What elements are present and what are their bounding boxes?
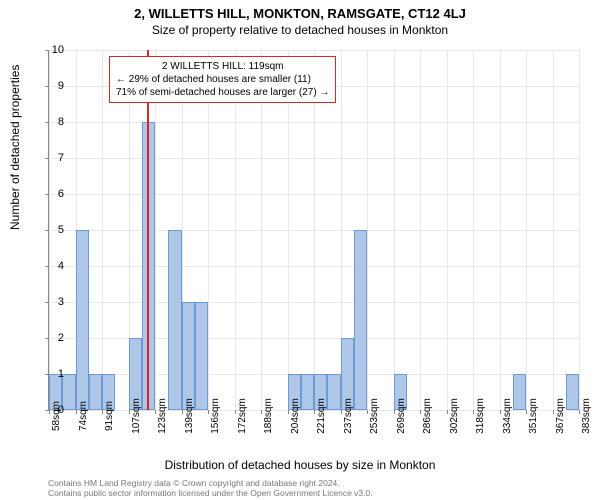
x-tick-label: 74sqm [78,401,89,431]
x-tick-label: 318sqm [475,398,486,434]
bar [168,230,181,410]
x-tick-label: 58sqm [51,401,62,431]
x-tick [473,410,474,414]
gridline-v [288,50,289,410]
gridline-v [447,50,448,410]
x-tick-label: 91sqm [104,401,115,431]
x-tick-label: 204sqm [290,398,301,434]
x-tick-label: 156sqm [210,398,221,434]
y-tick-label: 8 [44,116,64,128]
x-tick [579,410,580,414]
x-tick [553,410,554,414]
x-tick [208,410,209,414]
chart-title-sub: Size of property relative to detached ho… [0,21,600,37]
y-tick-label: 7 [44,152,64,164]
x-tick-label: 253sqm [369,398,380,434]
gridline-v [420,50,421,410]
bar [354,230,367,410]
x-tick [235,410,236,414]
gridline-v [579,50,580,410]
gridline-v [473,50,474,410]
x-tick [341,410,342,414]
y-tick-label: 2 [44,332,64,344]
x-tick [314,410,315,414]
x-tick-label: 334sqm [502,398,513,434]
gridline-v [235,50,236,410]
bar [566,374,579,410]
x-tick-label: 269sqm [396,398,407,434]
x-tick [155,410,156,414]
x-tick-label: 367sqm [555,398,566,434]
x-tick [447,410,448,414]
x-tick-label: 123sqm [157,398,168,434]
x-tick [102,410,103,414]
gridline-v [394,50,395,410]
x-tick [420,410,421,414]
footer-line2: Contains public sector information licen… [48,488,373,498]
plot-area: 2 WILLETTS HILL: 119sqm ← 29% of detache… [48,50,579,411]
x-tick [182,410,183,414]
bar [513,374,526,410]
y-tick-label: 10 [44,44,64,56]
y-tick-label: 6 [44,188,64,200]
x-tick-label: 286sqm [422,398,433,434]
bar [76,230,89,410]
x-tick-label: 237sqm [343,398,354,434]
x-tick-label: 383sqm [581,398,592,434]
gridline-v [102,50,103,410]
bar [327,374,340,410]
y-tick-label: 3 [44,296,64,308]
gridline-v [261,50,262,410]
y-axis-label: Number of detached properties [8,65,22,230]
x-tick-label: 139sqm [184,398,195,434]
bar [62,374,75,410]
chart-title-main: 2, WILLETTS HILL, MONKTON, RAMSGATE, CT1… [0,0,600,21]
x-axis-label: Distribution of detached houses by size … [0,458,600,472]
annotation-box: 2 WILLETTS HILL: 119sqm ← 29% of detache… [109,56,336,103]
y-tick-label: 1 [44,368,64,380]
x-tick [261,410,262,414]
bar [182,302,195,410]
bar [89,374,102,410]
bar [301,374,314,410]
x-tick-label: 188sqm [263,398,274,434]
annotation-line2: ← 29% of detached houses are smaller (11… [116,73,329,86]
x-tick [394,410,395,414]
footer: Contains HM Land Registry data © Crown c… [48,478,373,498]
gridline-v [500,50,501,410]
chart-container: 2, WILLETTS HILL, MONKTON, RAMSGATE, CT1… [0,0,600,500]
x-tick [76,410,77,414]
gridline-v [208,50,209,410]
x-tick [367,410,368,414]
gridline-v [155,50,156,410]
y-tick-label: 9 [44,80,64,92]
x-tick-label: 351sqm [528,398,539,434]
x-tick [526,410,527,414]
marker-line [147,50,149,410]
x-tick [500,410,501,414]
y-tick-label: 5 [44,224,64,236]
annotation-line1: 2 WILLETTS HILL: 119sqm [116,60,329,73]
annotation-line3: 71% of semi-detached houses are larger (… [116,86,329,99]
footer-line1: Contains HM Land Registry data © Crown c… [48,478,373,488]
y-tick-label: 4 [44,260,64,272]
gridline-v [314,50,315,410]
gridline-v [553,50,554,410]
x-tick-label: 302sqm [449,398,460,434]
gridline-v [526,50,527,410]
x-tick-label: 172sqm [237,398,248,434]
x-tick-label: 221sqm [316,398,327,434]
bar [195,302,208,410]
gridline-v [367,50,368,410]
x-tick-label: 107sqm [131,398,142,434]
x-tick [288,410,289,414]
x-tick [129,410,130,414]
